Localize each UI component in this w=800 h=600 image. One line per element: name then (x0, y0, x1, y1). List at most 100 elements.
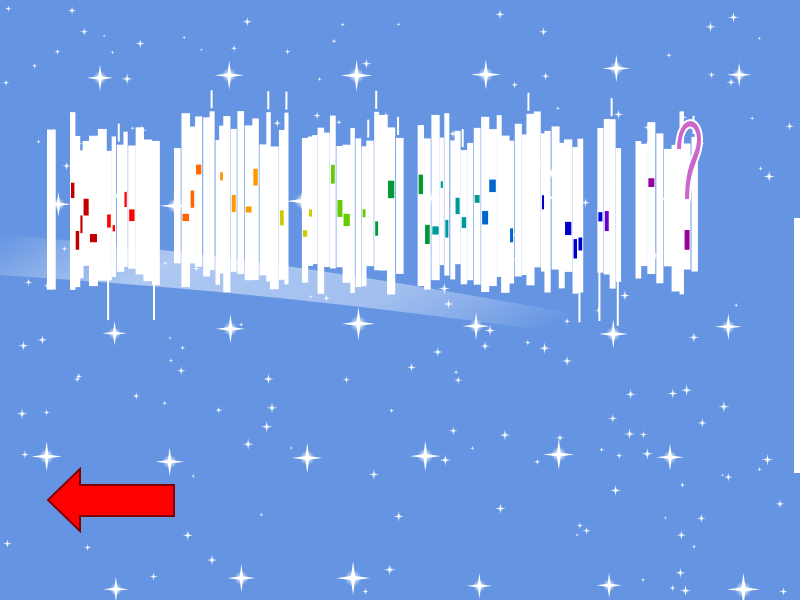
star-shape (733, 302, 739, 308)
star-shape (495, 503, 506, 514)
star-shape (596, 572, 622, 598)
star (541, 71, 551, 81)
glyph-outline (278, 129, 285, 280)
star-shape (79, 27, 89, 37)
glyph-fill (474, 195, 480, 203)
star (292, 442, 323, 474)
star-shape (62, 161, 72, 171)
glyph-outline (424, 138, 431, 290)
star (538, 342, 551, 354)
star (510, 80, 519, 89)
glyph-fill (489, 179, 496, 193)
star-shape (331, 38, 337, 45)
star-shape (361, 587, 370, 596)
star (756, 36, 762, 41)
star-shape (602, 54, 631, 83)
glyph-outline (663, 148, 672, 267)
star (35, 138, 42, 145)
star (668, 584, 677, 592)
glyph-fill (337, 200, 343, 217)
star-shape (432, 346, 443, 358)
star-shape (2, 539, 12, 549)
star-shape (242, 438, 254, 450)
star-shape (230, 44, 238, 52)
star (242, 16, 253, 27)
glyph-outline (609, 119, 616, 289)
star (215, 406, 223, 414)
star (448, 129, 458, 139)
star (181, 35, 187, 40)
star-shape (31, 441, 62, 472)
star-shape (704, 21, 717, 33)
glyph-outline (317, 127, 325, 294)
star (121, 73, 133, 85)
glyph-outline (439, 137, 444, 266)
glyph-outline (656, 133, 664, 284)
star (462, 312, 490, 340)
star-shape (31, 62, 38, 70)
glyph-outline (501, 135, 510, 293)
glyph-outline (329, 115, 336, 269)
star-shape (262, 373, 274, 385)
star-shape (443, 298, 454, 310)
star-shape (538, 342, 551, 354)
star-shape (598, 319, 628, 349)
star (761, 453, 774, 466)
star (409, 440, 441, 472)
glyph-fill (279, 210, 284, 226)
star (469, 445, 475, 451)
star (103, 576, 129, 600)
star (726, 77, 736, 87)
star (598, 319, 628, 349)
glyph-accent (285, 91, 288, 110)
star-shape (448, 426, 458, 436)
glyph-outline (647, 122, 656, 275)
star-shape (67, 6, 77, 16)
glyph-outline (181, 113, 191, 288)
star (260, 420, 273, 433)
star-shape (86, 64, 114, 92)
glyph-fill (648, 178, 655, 188)
star (102, 320, 127, 346)
star (443, 298, 454, 310)
glyph-outline (366, 140, 374, 267)
star (242, 438, 254, 450)
star-shape (718, 400, 730, 413)
star-shape (676, 530, 687, 541)
star (726, 572, 760, 600)
glyph-fill (510, 228, 514, 243)
glyph-fill (541, 195, 545, 210)
glyph-tail (152, 284, 155, 321)
star (576, 521, 584, 530)
star-shape (723, 472, 733, 482)
glyph-fill (455, 197, 460, 215)
glyph-outline (203, 117, 210, 277)
star (679, 584, 692, 597)
glyph-outline (116, 144, 125, 272)
glyph-tail (616, 280, 619, 326)
glyph-outline (417, 125, 425, 287)
star (83, 543, 92, 552)
star (284, 48, 292, 56)
glyph-outline (284, 112, 289, 285)
glyph-outline (308, 136, 314, 266)
star (149, 572, 158, 581)
glyph-fill (107, 214, 111, 228)
glyph-outline (597, 128, 604, 273)
glyph-fill (253, 168, 258, 186)
star (132, 391, 141, 401)
star (2, 79, 10, 87)
star-shape (102, 320, 127, 346)
star (383, 563, 396, 576)
back-arrow-button[interactable] (46, 466, 175, 534)
star (619, 290, 631, 301)
glyph-fill (598, 212, 603, 222)
star (4, 4, 12, 13)
star-shape (109, 49, 115, 55)
glyph-outline (355, 138, 362, 288)
glyph-outline (215, 139, 221, 285)
glyph-accent (461, 129, 464, 148)
glyph-outline (431, 114, 440, 281)
star (388, 407, 395, 414)
star-shape (190, 473, 196, 479)
